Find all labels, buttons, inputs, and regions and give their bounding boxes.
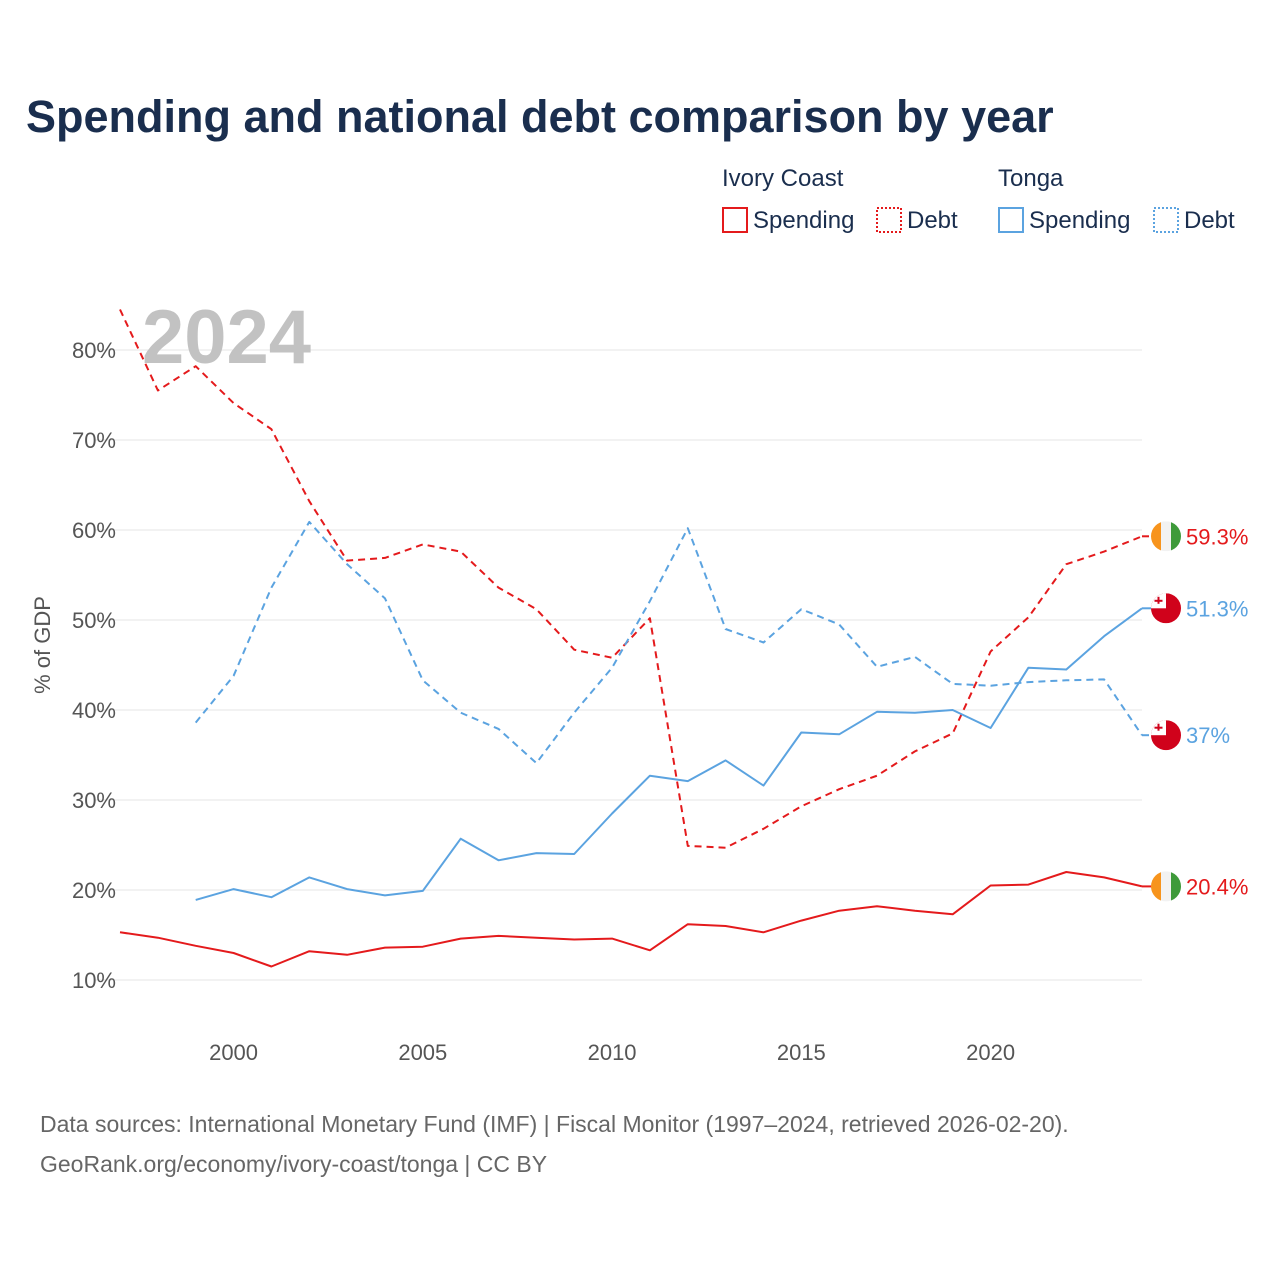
tonga-flag-icon [1151, 593, 1181, 624]
y-tick-label: 80% [72, 338, 116, 363]
legend-label-ivory-coast-spending: Spending [753, 207, 854, 234]
y-tick-label: 40% [72, 698, 116, 723]
x-axis-ticks: 2000 2005 2010 2015 2020 [209, 1040, 1015, 1065]
x-tick-label: 2010 [588, 1040, 637, 1065]
y-tick-label: 50% [72, 608, 116, 633]
chart-title: Spending and national debt comparison by… [26, 91, 1054, 142]
y-axis-ticks: 10% 20% 30% 40% 50% 60% 70% 80% [72, 338, 116, 993]
end-value-label: 20.4% [1186, 874, 1248, 899]
end-value-label: 51.3% [1186, 596, 1248, 621]
tonga-debt-line [194, 520, 1143, 765]
y-axis-label: % of GDP [30, 596, 55, 694]
series-end-markers: 59.3% 20.4% 37% 51.3% [1142, 521, 1248, 902]
x-tick-label: 2000 [209, 1040, 258, 1065]
credit-line: GeoRank.org/economy/ivory-coast/tonga | … [40, 1151, 547, 1177]
legend-swatch-ivory-coast-spending [722, 207, 748, 233]
legend-swatch-ivory-coast-debt [876, 207, 902, 233]
series-lines [119, 309, 1143, 968]
legend-label-tonga-debt: Debt [1184, 207, 1235, 234]
ivory-coast-debt-line [119, 309, 1143, 849]
legend-label-ivory-coast-debt: Debt [907, 207, 958, 234]
legend-swatch-tonga-debt [1153, 207, 1179, 233]
end-value-label: 59.3% [1186, 524, 1248, 549]
legend-group-ivory-coast: Ivory Coast [722, 165, 844, 192]
y-tick-label: 30% [72, 788, 116, 813]
x-tick-label: 2005 [398, 1040, 447, 1065]
ivory-coast-flag-icon [1151, 871, 1181, 902]
y-tick-label: 20% [72, 878, 116, 903]
tonga-flag-icon [1151, 720, 1181, 751]
y-tick-label: 10% [72, 968, 116, 993]
legend: Ivory Coast Spending Debt Tonga Spending… [722, 165, 1235, 234]
x-tick-label: 2020 [966, 1040, 1015, 1065]
ivory-coast-spending-line [119, 871, 1143, 968]
y-tick-label: 70% [72, 428, 116, 453]
end-value-label: 37% [1186, 723, 1230, 748]
x-tick-label: 2015 [777, 1040, 826, 1065]
legend-label-tonga-spending: Spending [1029, 207, 1130, 234]
y-tick-label: 60% [72, 518, 116, 543]
legend-group-tonga: Tonga [998, 165, 1064, 192]
year-watermark: 2024 [142, 295, 311, 380]
tonga-spending-line [195, 607, 1143, 901]
gridlines [95, 349, 1142, 981]
ivory-coast-flag-icon [1151, 521, 1181, 552]
source-line: Data sources: International Monetary Fun… [40, 1111, 1069, 1137]
legend-swatch-tonga-spending [998, 207, 1024, 233]
